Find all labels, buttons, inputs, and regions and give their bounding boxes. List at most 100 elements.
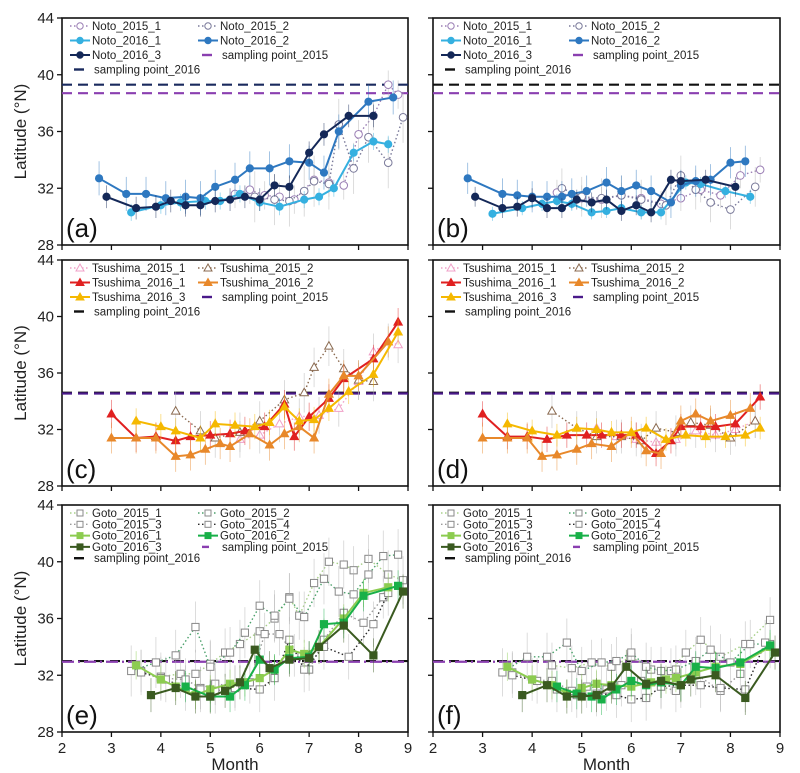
data-point [211,196,220,206]
data-point [746,192,755,201]
data-point [741,157,750,166]
legend-item: Goto_2015_3 [70,519,162,531]
data-point [651,422,662,432]
legend-marker [75,262,85,272]
series-Goto_2015_2 [127,529,403,697]
legend-label: Goto_2015_3 [463,519,533,531]
data-point [354,130,363,139]
data-point [319,130,329,139]
data-point [230,175,240,184]
legend-label: sampling point_2015 [222,542,328,554]
legend-item: Noto_2015_1 [70,21,161,33]
data-point [339,621,348,630]
data-point [191,669,200,678]
legend-label: sampling point_2016 [94,553,200,565]
legend-item: Tsushima_2015_2 [569,262,684,275]
data-point [171,683,180,693]
data-point [383,158,393,168]
data-point [710,421,721,431]
data-point [270,181,279,190]
legend-marker [76,22,84,30]
data-point [206,662,215,671]
data-point [244,428,255,438]
legend-label: Goto_2016_3 [92,542,162,554]
data-point [700,431,711,441]
y-tick-label: 32 [37,667,54,684]
data-point [591,423,602,433]
legend-label: Tsushima_2016_2 [591,278,684,290]
legend-item: Noto_2016_2 [569,36,660,48]
panel-label: (c) [66,454,96,484]
data-point [191,622,200,632]
data-point [255,195,264,204]
legend-item: sampling point_2015 [202,542,328,554]
data-point [170,450,181,460]
legend-item: sampling point_2016 [74,65,200,77]
data-point [596,429,607,439]
data-point [285,157,294,166]
data-point [641,445,652,455]
data-point [740,429,751,439]
data-point [384,140,393,149]
legend-marker [447,36,455,45]
data-point [602,195,611,204]
legend-label: Goto_2016_1 [92,531,162,543]
data-point [542,652,552,661]
data-point [132,204,141,213]
data-point [518,691,527,700]
data-point [632,201,641,210]
data-point [215,438,226,448]
data-point [666,198,676,207]
data-point [300,195,309,204]
data-point [344,111,353,120]
data-point [581,429,592,439]
data-point [264,416,275,426]
data-point [398,587,408,596]
data-point [636,195,646,204]
legend-item: Goto_2016_2 [569,531,661,543]
data-point [571,443,582,453]
data-point [343,385,354,395]
data-point [176,669,185,678]
data-point [275,202,284,211]
data-point [755,422,766,432]
legend-label: Noto_2016_1 [463,36,532,48]
data-point [333,402,344,412]
legend-label: Goto_2016_2 [591,531,661,543]
legend-marker [574,277,584,286]
data-point [368,368,379,378]
y-tick-label: 28 [37,478,54,495]
legend-marker [447,543,455,551]
data-point [542,204,552,213]
legend-label: Tsushima_2016_3 [463,292,556,304]
data-point [254,415,265,425]
data-point [582,186,591,196]
legend-item: Tsushima_2016_2 [198,277,313,290]
data-point [338,370,349,380]
legend-item: Noto_2015_1 [441,21,532,33]
plot-frame [432,259,781,487]
data-point [726,158,735,167]
data-point [642,679,651,688]
data-point [626,426,637,436]
data-point [155,421,166,431]
data-point [229,419,241,429]
data-point [587,198,596,207]
data-point [671,673,680,683]
legend-marker [575,520,583,528]
data-point [770,648,780,657]
data-point [607,682,616,691]
data-point [275,630,284,639]
data-point [324,557,334,566]
data-point [562,638,571,647]
legend-item: sampling point_2015 [573,50,699,62]
data-point [265,664,274,673]
data-point [498,204,507,213]
data-point [721,186,730,196]
data-point [319,620,329,629]
data-point [245,164,254,173]
legend-label: sampling point_2016 [465,307,571,319]
legend-label: Noto_2016_3 [463,50,532,62]
legend-item: sampling point_2016 [445,553,571,565]
